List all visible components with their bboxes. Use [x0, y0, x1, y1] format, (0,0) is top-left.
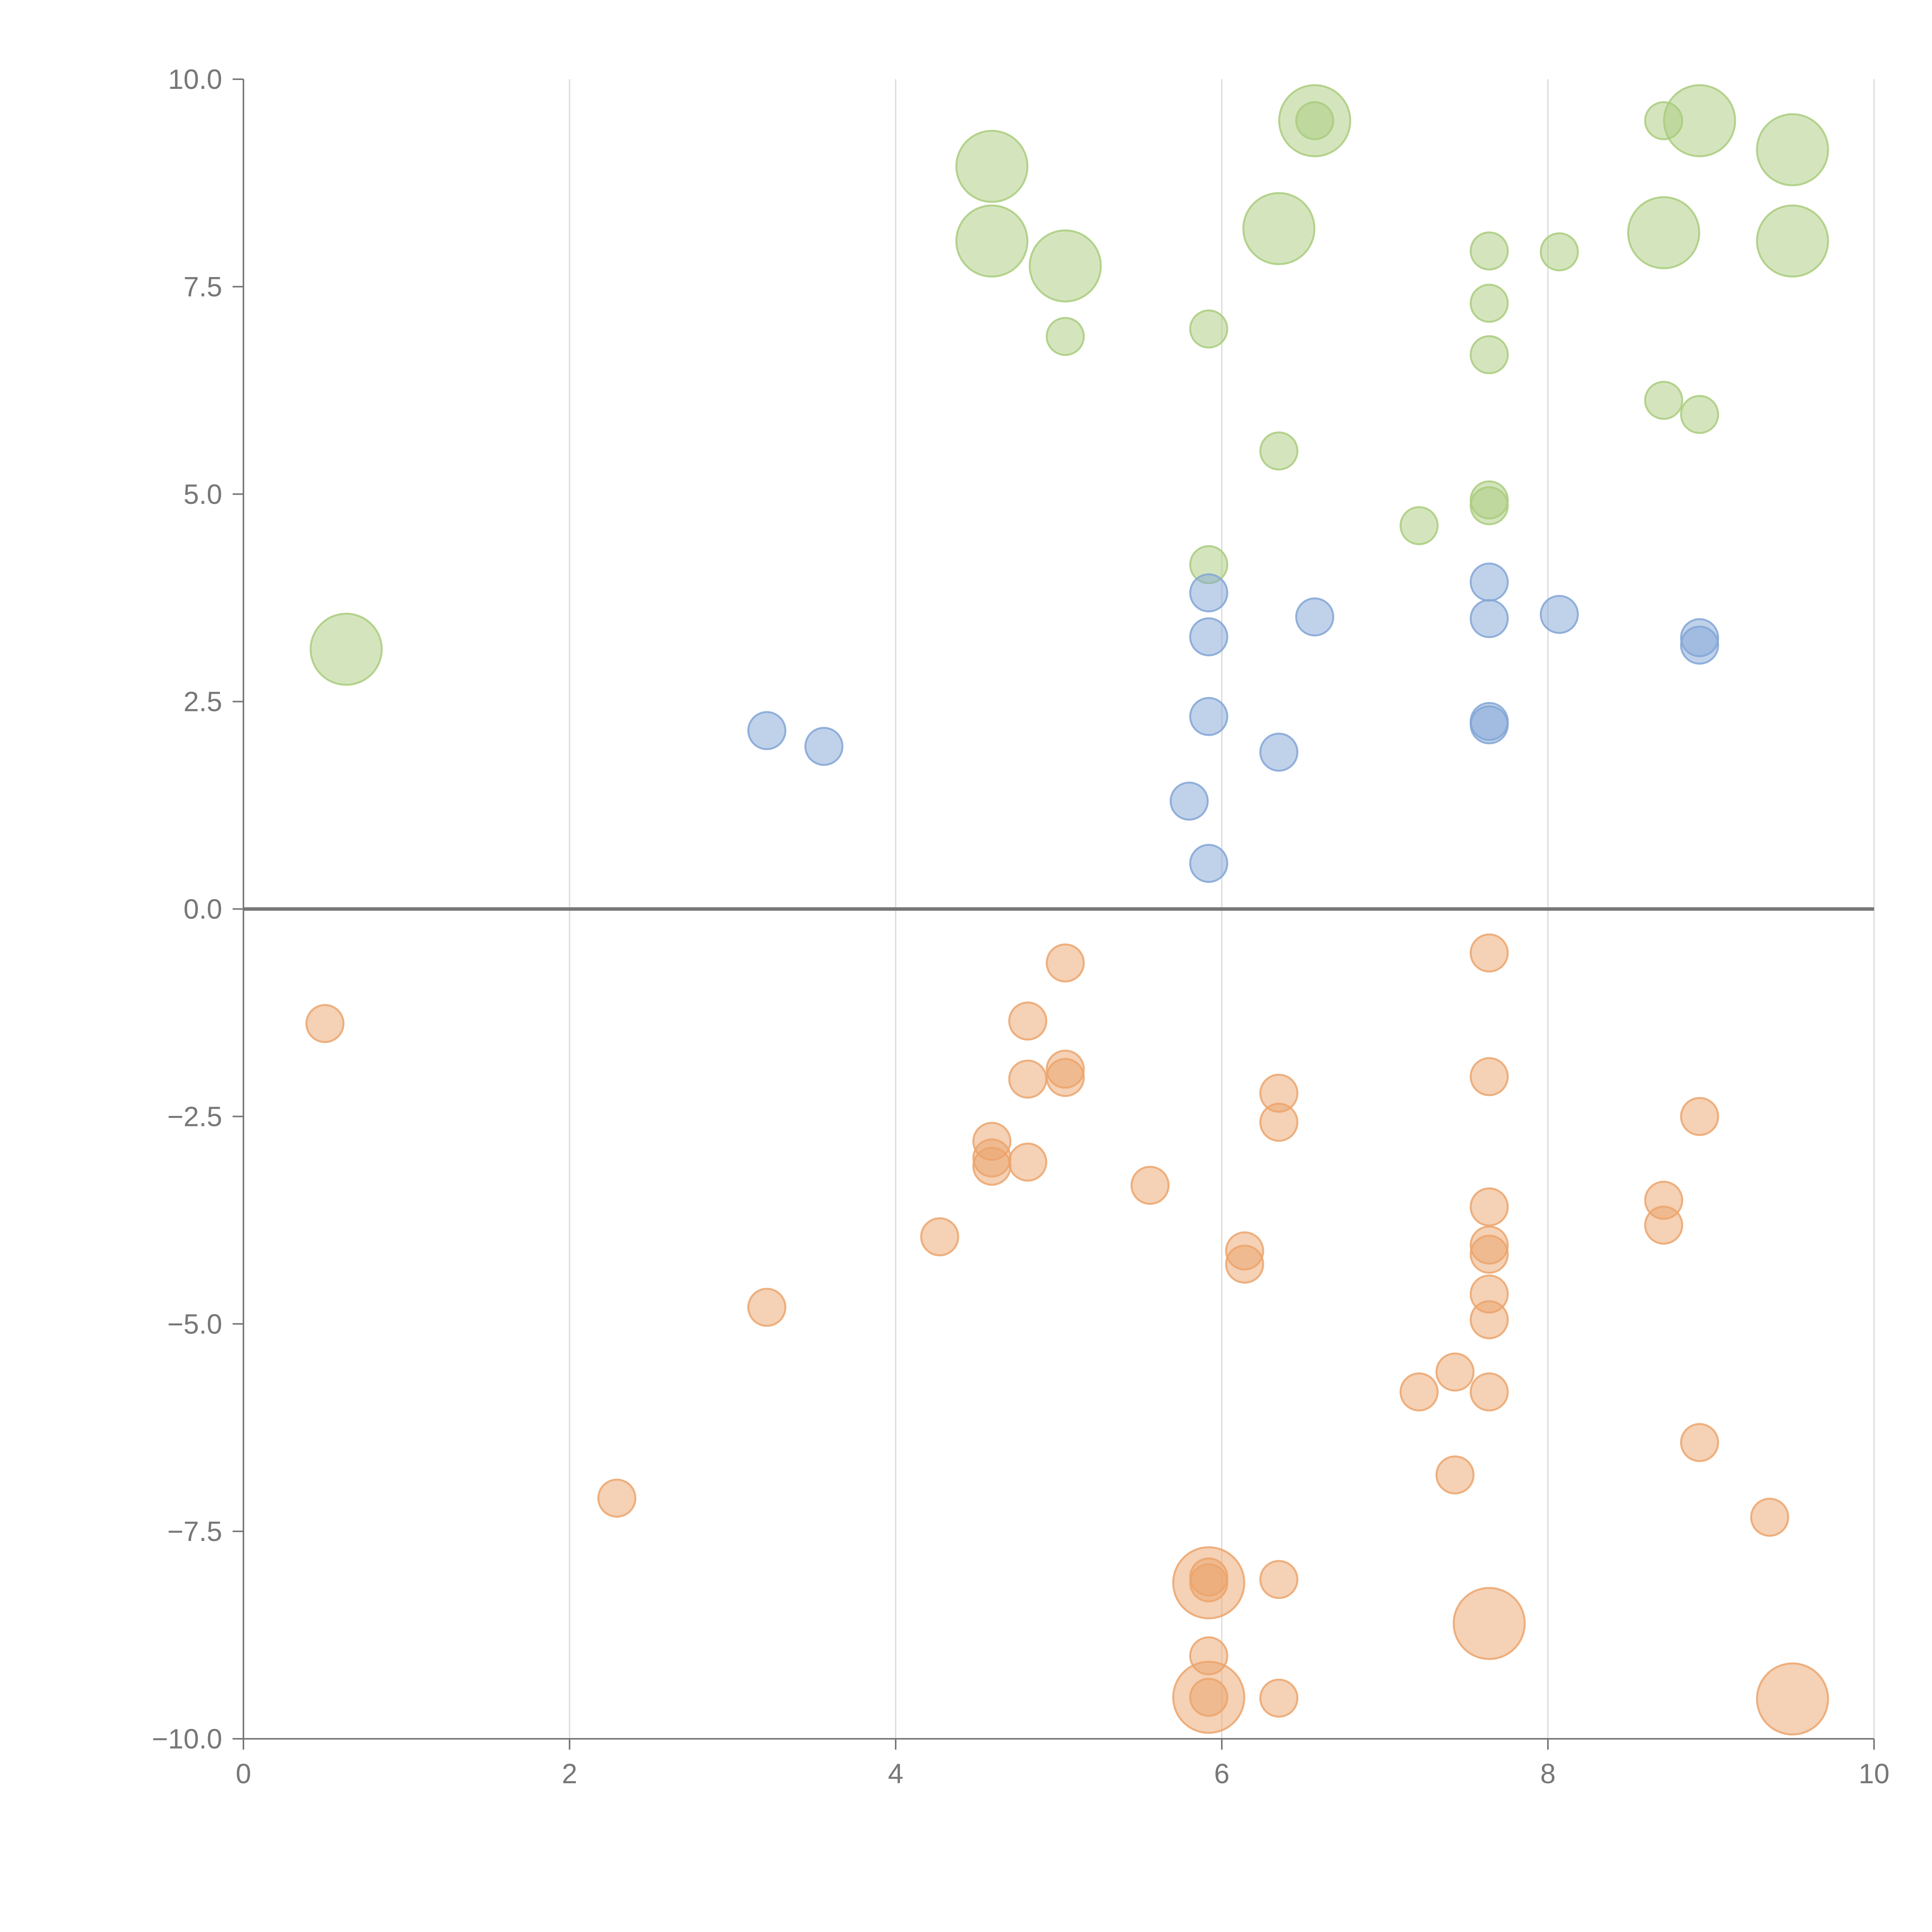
- bubbles: [305, 84, 1829, 1736]
- bubble-positive-high-19: [1627, 196, 1701, 269]
- y-tick-label: −7.5: [167, 1516, 222, 1547]
- bubble-positive-high-14: [1469, 335, 1509, 374]
- y-tick-label: −2.5: [167, 1101, 222, 1132]
- bubble-positive-high-8: [1259, 431, 1299, 471]
- x-tick-label: 4: [888, 1759, 903, 1789]
- bubble-negative-7: [1008, 1001, 1048, 1041]
- bubble-negative-2: [747, 1287, 787, 1327]
- y-tick-label: 2.5: [184, 687, 222, 718]
- y-tick-label: 7.5: [184, 272, 222, 303]
- bubble-negative-31: [1469, 1187, 1509, 1226]
- bubble-positive-low-3: [1189, 573, 1228, 612]
- bubble-negative-30: [1469, 1057, 1509, 1096]
- bubble-negative-24: [1259, 1560, 1299, 1599]
- bubble-positive-low-0: [747, 711, 787, 750]
- bubble-positive-low-7: [1259, 733, 1299, 772]
- bubble-negative-27: [1435, 1352, 1475, 1392]
- bubble-negative-9: [1008, 1143, 1048, 1182]
- bubble-negative-40: [1680, 1097, 1719, 1136]
- x-tick-label: 8: [1540, 1759, 1556, 1789]
- x-tick-label: 2: [562, 1759, 577, 1789]
- bubble-positive-high-11: [1400, 506, 1439, 545]
- bubble-negative-6: [972, 1146, 1012, 1186]
- bubble-positive-low-15: [1680, 626, 1719, 665]
- bubble-positive-low-10: [1469, 599, 1509, 638]
- bubble-negative-29: [1469, 933, 1509, 973]
- bubble-positive-low-9: [1469, 562, 1509, 602]
- bubble-positive-high-7: [1242, 192, 1316, 265]
- bubble-negative-19: [1189, 1678, 1228, 1717]
- bubble-positive-high-5: [1189, 309, 1228, 349]
- bubble-negative-3: [920, 1217, 959, 1257]
- bubble-negative-21: [1225, 1245, 1264, 1284]
- bubble-negative-16: [1189, 1563, 1228, 1602]
- bubble-negative-33: [1469, 1235, 1509, 1274]
- bubble-positive-low-5: [1189, 697, 1228, 736]
- bubble-positive-high-20: [1644, 381, 1684, 420]
- bubble-negative-8: [1008, 1060, 1048, 1099]
- bubble-negative-0: [305, 1004, 345, 1043]
- bubble-positive-high-12: [1469, 231, 1509, 270]
- bubble-negative-10: [1046, 943, 1085, 983]
- bubble-negative-1: [597, 1478, 636, 1518]
- bubble-positive-low-1: [804, 727, 844, 766]
- bubble-negative-12: [1046, 1058, 1085, 1097]
- bubble-positive-high-22: [1680, 395, 1719, 434]
- bubble-positive-high-17: [1540, 232, 1579, 272]
- bubble-positive-high-0: [310, 612, 383, 686]
- bubble-negative-43: [1756, 1662, 1829, 1736]
- bubble-positive-low-12: [1469, 705, 1509, 745]
- bubble-negative-25: [1259, 1679, 1299, 1718]
- x-tick-label: 0: [236, 1759, 251, 1789]
- y-tick-label: 5.0: [184, 479, 222, 510]
- bubble-positive-low-13: [1540, 595, 1579, 634]
- x-tick-label: 10: [1859, 1759, 1889, 1789]
- x-axis-ticks: 0 2 4 6 8 10: [236, 1739, 1889, 1789]
- bubble-negative-39: [1644, 1206, 1684, 1245]
- bubble-negative-26: [1400, 1372, 1439, 1412]
- bubble-positive-high-24: [1756, 204, 1829, 278]
- bubble-positive-high-23: [1756, 113, 1829, 186]
- bubble-positive-high-2: [955, 204, 1029, 278]
- bubble-negative-28: [1435, 1455, 1475, 1495]
- bubble-positive-low-2: [1170, 781, 1209, 821]
- bubble-negative-37: [1452, 1587, 1526, 1660]
- bubble-negative-23: [1259, 1102, 1299, 1142]
- y-axis-ticks: 10.0 7.5 5.0 2.5 0.0 −2.5 −5.0 −7.5 −10.0: [152, 64, 243, 1755]
- bubble-negative-36: [1469, 1372, 1509, 1412]
- y-tick-label: 0.0: [184, 894, 222, 925]
- y-tick-label: 10.0: [168, 64, 222, 95]
- bubble-positive-low-8: [1295, 597, 1334, 637]
- bubble-positive-high-4: [1046, 317, 1085, 356]
- bubble-positive-high-16: [1469, 486, 1509, 526]
- bubble-negative-35: [1469, 1300, 1509, 1339]
- bubble-negative-41: [1680, 1423, 1719, 1462]
- bubble-positive-high-3: [1029, 229, 1102, 303]
- bubble-negative-42: [1750, 1498, 1789, 1537]
- y-tick-label: −5.0: [167, 1309, 222, 1340]
- bubble-negative-13: [1130, 1166, 1170, 1205]
- bubble-positive-high-13: [1469, 284, 1509, 323]
- bubble-positive-low-6: [1189, 844, 1228, 883]
- x-tick-label: 6: [1214, 1759, 1230, 1789]
- y-tick-label: −10.0: [152, 1724, 222, 1755]
- bubble-positive-low-4: [1189, 617, 1228, 656]
- bubble-positive-high-1: [955, 130, 1029, 203]
- bubble-positive-high-10: [1295, 101, 1334, 140]
- bubble-positive-high-21: [1663, 84, 1736, 157]
